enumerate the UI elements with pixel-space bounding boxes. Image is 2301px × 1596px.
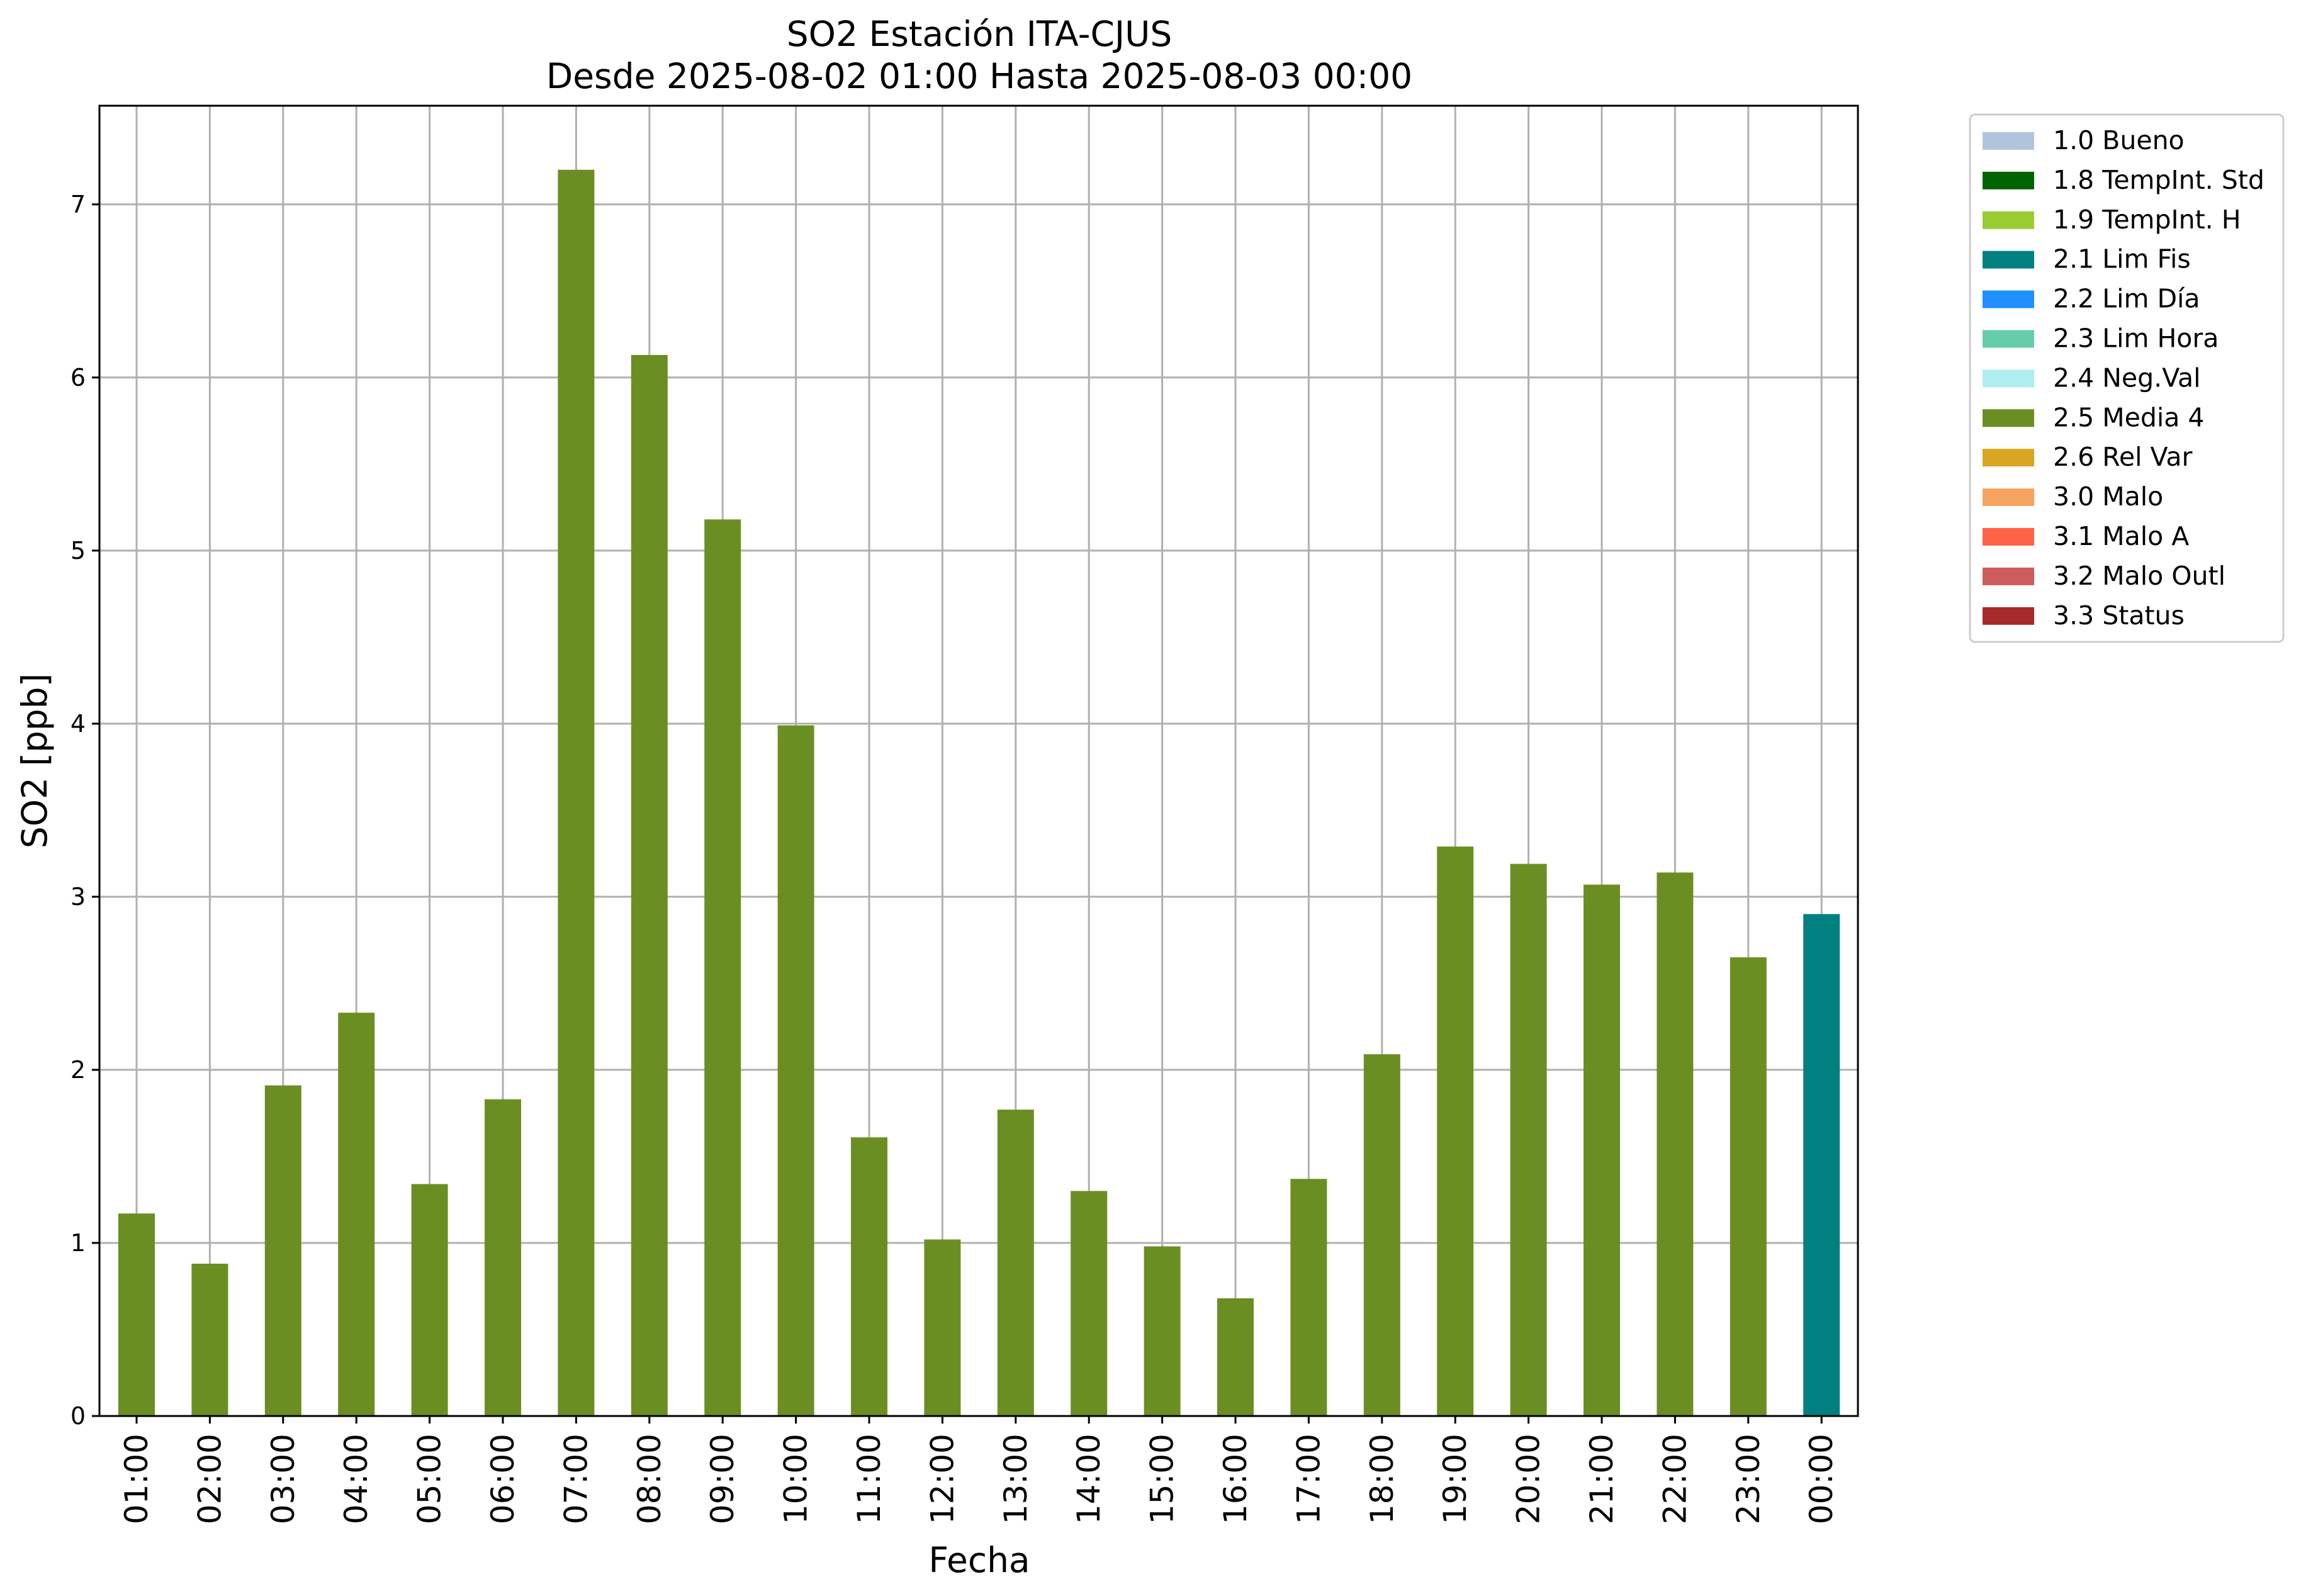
bar-2100 [1584,884,1620,1416]
x-tick-label: 17:00 [1290,1434,1327,1524]
bars [118,169,1840,1417]
legend-swatch [1983,488,2034,507]
y-axis-label: SO2 [ppb] [14,673,55,848]
x-tick-label: 11:00 [851,1434,887,1524]
bar-0700 [558,169,595,1416]
y-tick-label: 5 [70,537,86,565]
x-tick-label: 03:00 [265,1434,301,1524]
bar-1400 [1071,1191,1108,1416]
legend-label: 2.3 Lim Hora [2053,323,2219,354]
bar-0100 [118,1213,155,1416]
x-axis-label: Fecha [928,1540,1030,1580]
bar-0500 [411,1184,448,1416]
legend-frame [1969,113,2285,643]
legend-label: 3.1 Malo A [2053,521,2189,551]
bar-1200 [924,1239,961,1416]
legend-swatch [1983,528,2034,546]
y-tick-label: 1 [70,1229,86,1257]
x-tick-label: 02:00 [191,1434,228,1524]
y-axis-ticks: 0 1 2 3 4 5 6 7 [70,191,99,1430]
bar-1900 [1437,846,1474,1416]
x-tick-label: 00:00 [1803,1434,1840,1524]
x-tick-label: 10:00 [778,1434,814,1524]
bar-2300 [1730,957,1767,1416]
x-tick-label: 20:00 [1511,1434,1547,1524]
bar-1700 [1290,1179,1327,1416]
legend-label: 2.1 Lim Fis [2053,244,2191,274]
x-tick-label: 16:00 [1217,1434,1254,1524]
bar-0800 [631,355,668,1416]
chart-title: SO2 Estación ITA-CJUS [787,14,1172,54]
bar-1800 [1363,1054,1400,1416]
legend-label: 1.8 TempInt. Std [2053,165,2264,195]
plot-area [99,106,1858,1416]
bar-0000 [1803,914,1840,1416]
y-tick-label: 2 [70,1056,86,1084]
legend-label: 3.0 Malo [2053,481,2163,512]
bar-0300 [264,1085,301,1416]
bar-0600 [485,1099,521,1416]
x-tick-label: 13:00 [998,1434,1034,1524]
legend-swatch [1983,567,2034,585]
x-tick-label: 08:00 [631,1434,668,1524]
bar-2200 [1657,872,1694,1416]
legend-swatch [1983,132,2034,150]
legend-label: 3.3 Status [2053,600,2185,631]
bar-1600 [1217,1298,1254,1416]
bar-0400 [338,1013,375,1416]
bar-1100 [851,1137,887,1416]
x-tick-label: 04:00 [338,1434,374,1524]
x-tick-label: 18:00 [1364,1434,1400,1524]
legend-swatch [1983,290,2034,308]
x-tick-label: 12:00 [924,1434,960,1524]
y-tick-label: 4 [70,710,86,738]
y-tick-label: 0 [70,1402,86,1430]
x-tick-label: 19:00 [1437,1434,1473,1524]
bar-0200 [191,1263,228,1416]
x-tick-label: 05:00 [412,1434,448,1524]
legend-swatch [1983,211,2034,229]
legend: 1.0 Bueno 1.8 TempInt. Std 1.9 TempInt. H 2… [1969,113,2285,643]
x-tick-label: 23:00 [1730,1434,1767,1524]
x-tick-label: 09:00 [704,1434,741,1524]
y-tick-label: 6 [70,364,86,391]
legend-swatch [1983,250,2034,269]
plot-frame [98,104,1859,1417]
x-tick-label: 06:00 [485,1434,521,1524]
legend-label: 2.6 Rel Var [2053,442,2193,472]
legend-label: 2.2 Lim Día [2053,284,2200,314]
bar-1300 [997,1110,1034,1416]
legend-swatch [1983,171,2034,189]
legend-swatch [1983,330,2034,348]
y-tick-label: 3 [70,883,86,911]
x-tick-label: 21:00 [1584,1434,1620,1524]
x-tick-label: 01:00 [118,1434,155,1524]
x-tick-label: 14:00 [1071,1434,1107,1524]
bar-1000 [777,725,814,1416]
legend-swatch [1983,449,2034,467]
x-tick-label: 15:00 [1144,1434,1181,1524]
legend-swatch [1983,409,2034,427]
bar-1500 [1144,1246,1181,1416]
legend-label: 1.0 Bueno [2053,125,2185,155]
legend-label: 3.2 Malo Outl [2053,561,2225,591]
x-axis-ticks: 01:00 02:00 03:00 04:00 05:00 06:00 07:00 08:00… [118,1416,1840,1524]
legend-swatch [1983,607,2034,625]
legend-label: 2.5 Media 4 [2053,402,2205,432]
legend-swatch [1983,369,2034,388]
legend-label: 2.4 Neg.Val [2053,362,2201,393]
legend-label: 1.9 TempInt. H [2053,205,2241,235]
x-tick-label: 07:00 [558,1434,594,1524]
bar-0900 [704,519,741,1417]
chart-subtitle: Desde 2025-08-02 01:00 Hasta 2025-08-03 … [546,56,1412,96]
bar-2000 [1510,863,1547,1416]
y-tick-label: 7 [70,191,86,218]
x-tick-label: 22:00 [1657,1434,1693,1524]
